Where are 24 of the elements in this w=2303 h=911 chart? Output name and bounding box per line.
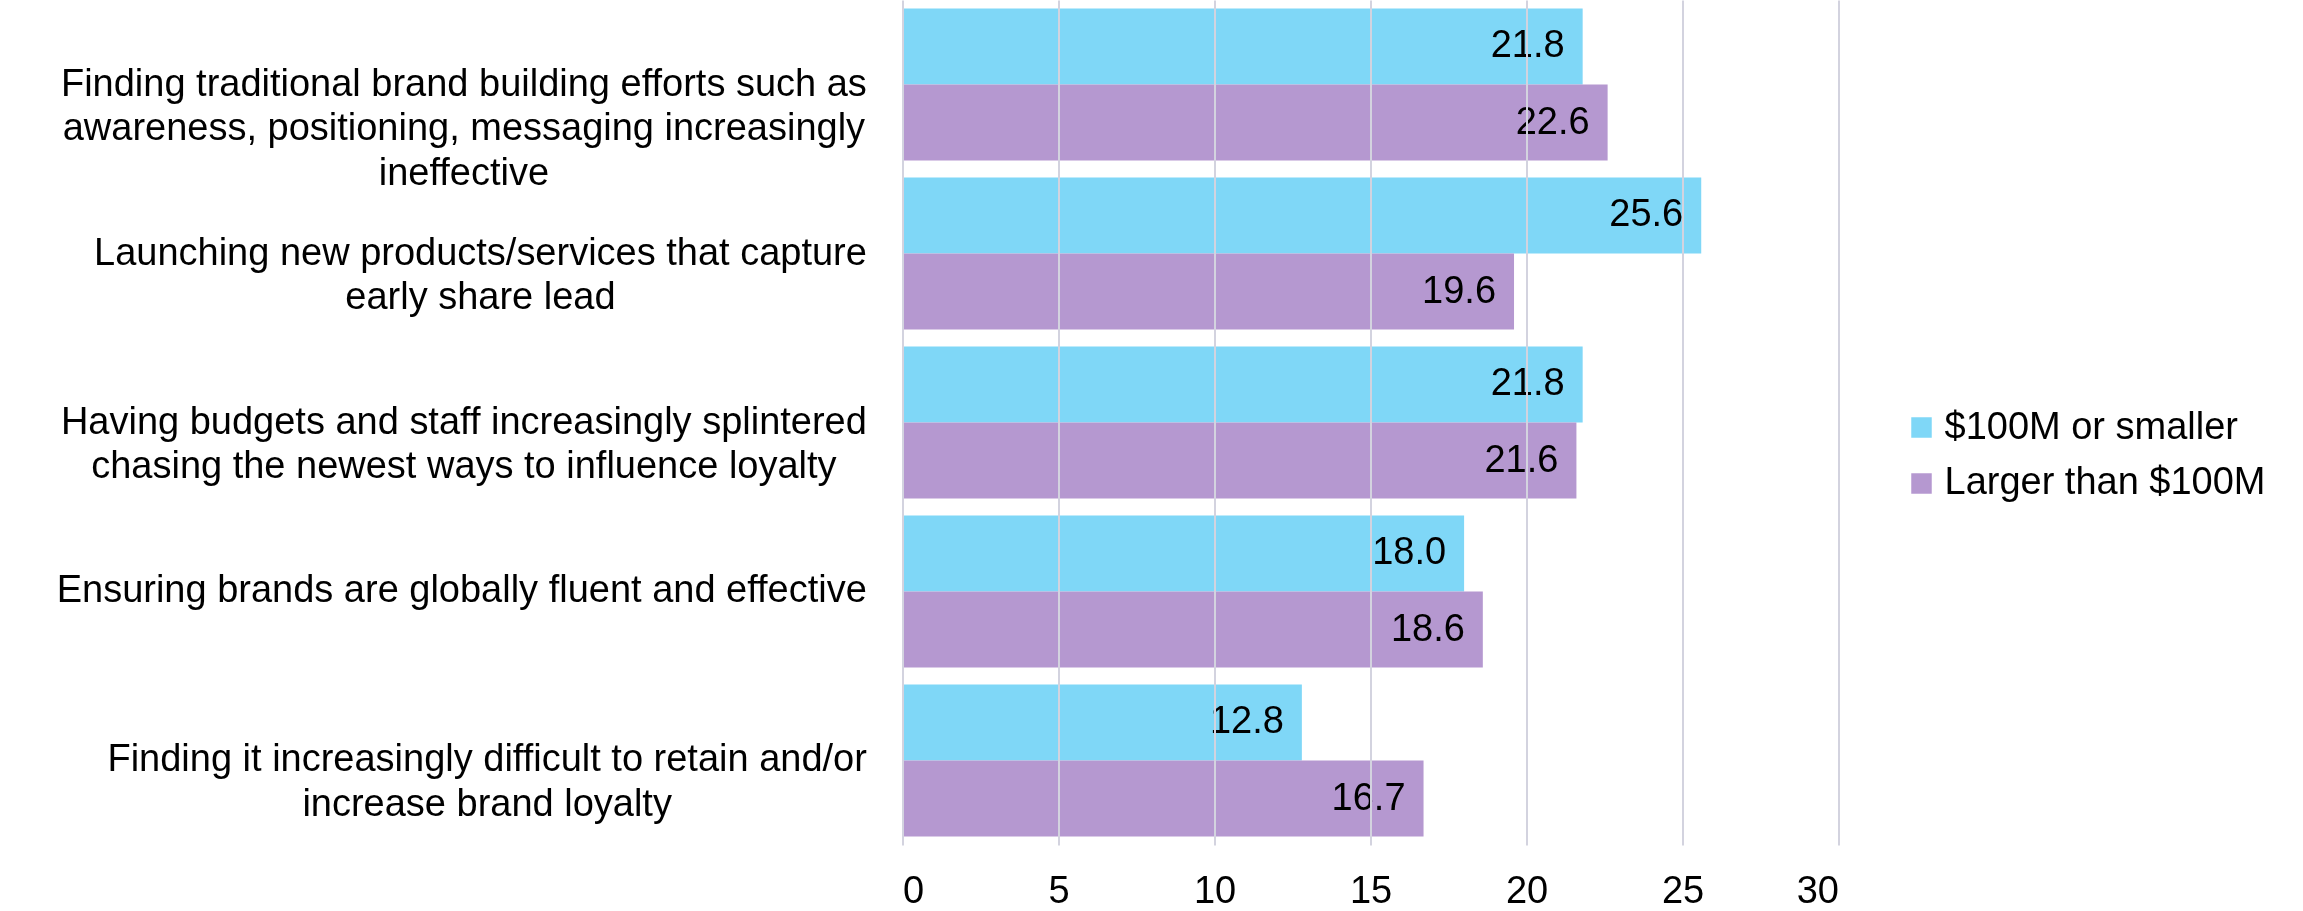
x-tick-label: 15 — [1349, 869, 1393, 911]
legend-label: $100M or smaller — [1944, 404, 2239, 447]
y-tick-label: Launching new products/services that capture early share lead — [94, 230, 867, 318]
data-label: 21.8 — [1490, 361, 1565, 404]
data-label: 25.6 — [1609, 192, 1684, 235]
x-tick-label: 5 — [1048, 869, 1070, 911]
x-tick-label: 0 — [903, 869, 925, 911]
y-tick-label: Ensuring brands are globally fluent and effective — [56, 568, 867, 611]
data-label: 21.8 — [1490, 23, 1565, 66]
data-label: 16.7 — [1331, 775, 1406, 818]
data-label: 18.0 — [1372, 530, 1447, 573]
data-label: 18.6 — [1390, 606, 1465, 649]
y-tick-label: Finding traditional brand building efforts such as awareness, positioning, messaging increasingly ineffective — [60, 61, 867, 194]
legend-label: Larger than $100M — [1944, 460, 2266, 503]
data-label: 21.6 — [1484, 437, 1559, 480]
x-tick-label: 20 — [1505, 869, 1549, 911]
x-tick-label: 10 — [1193, 869, 1237, 911]
y-tick-label: Having budgets and staff increasingly splintered chasing the newest ways to influence loyalty — [60, 399, 867, 487]
data-label: 12.8 — [1209, 699, 1284, 742]
x-tick-label: 25 — [1661, 869, 1705, 911]
y-tick-label: Finding it increasingly difficult to retain and/or increase brand loyalty — [107, 737, 868, 825]
x-tick-label: 30 — [1796, 869, 1839, 911]
data-label: 19.6 — [1422, 268, 1497, 311]
data-label: 22.6 — [1515, 99, 1590, 142]
